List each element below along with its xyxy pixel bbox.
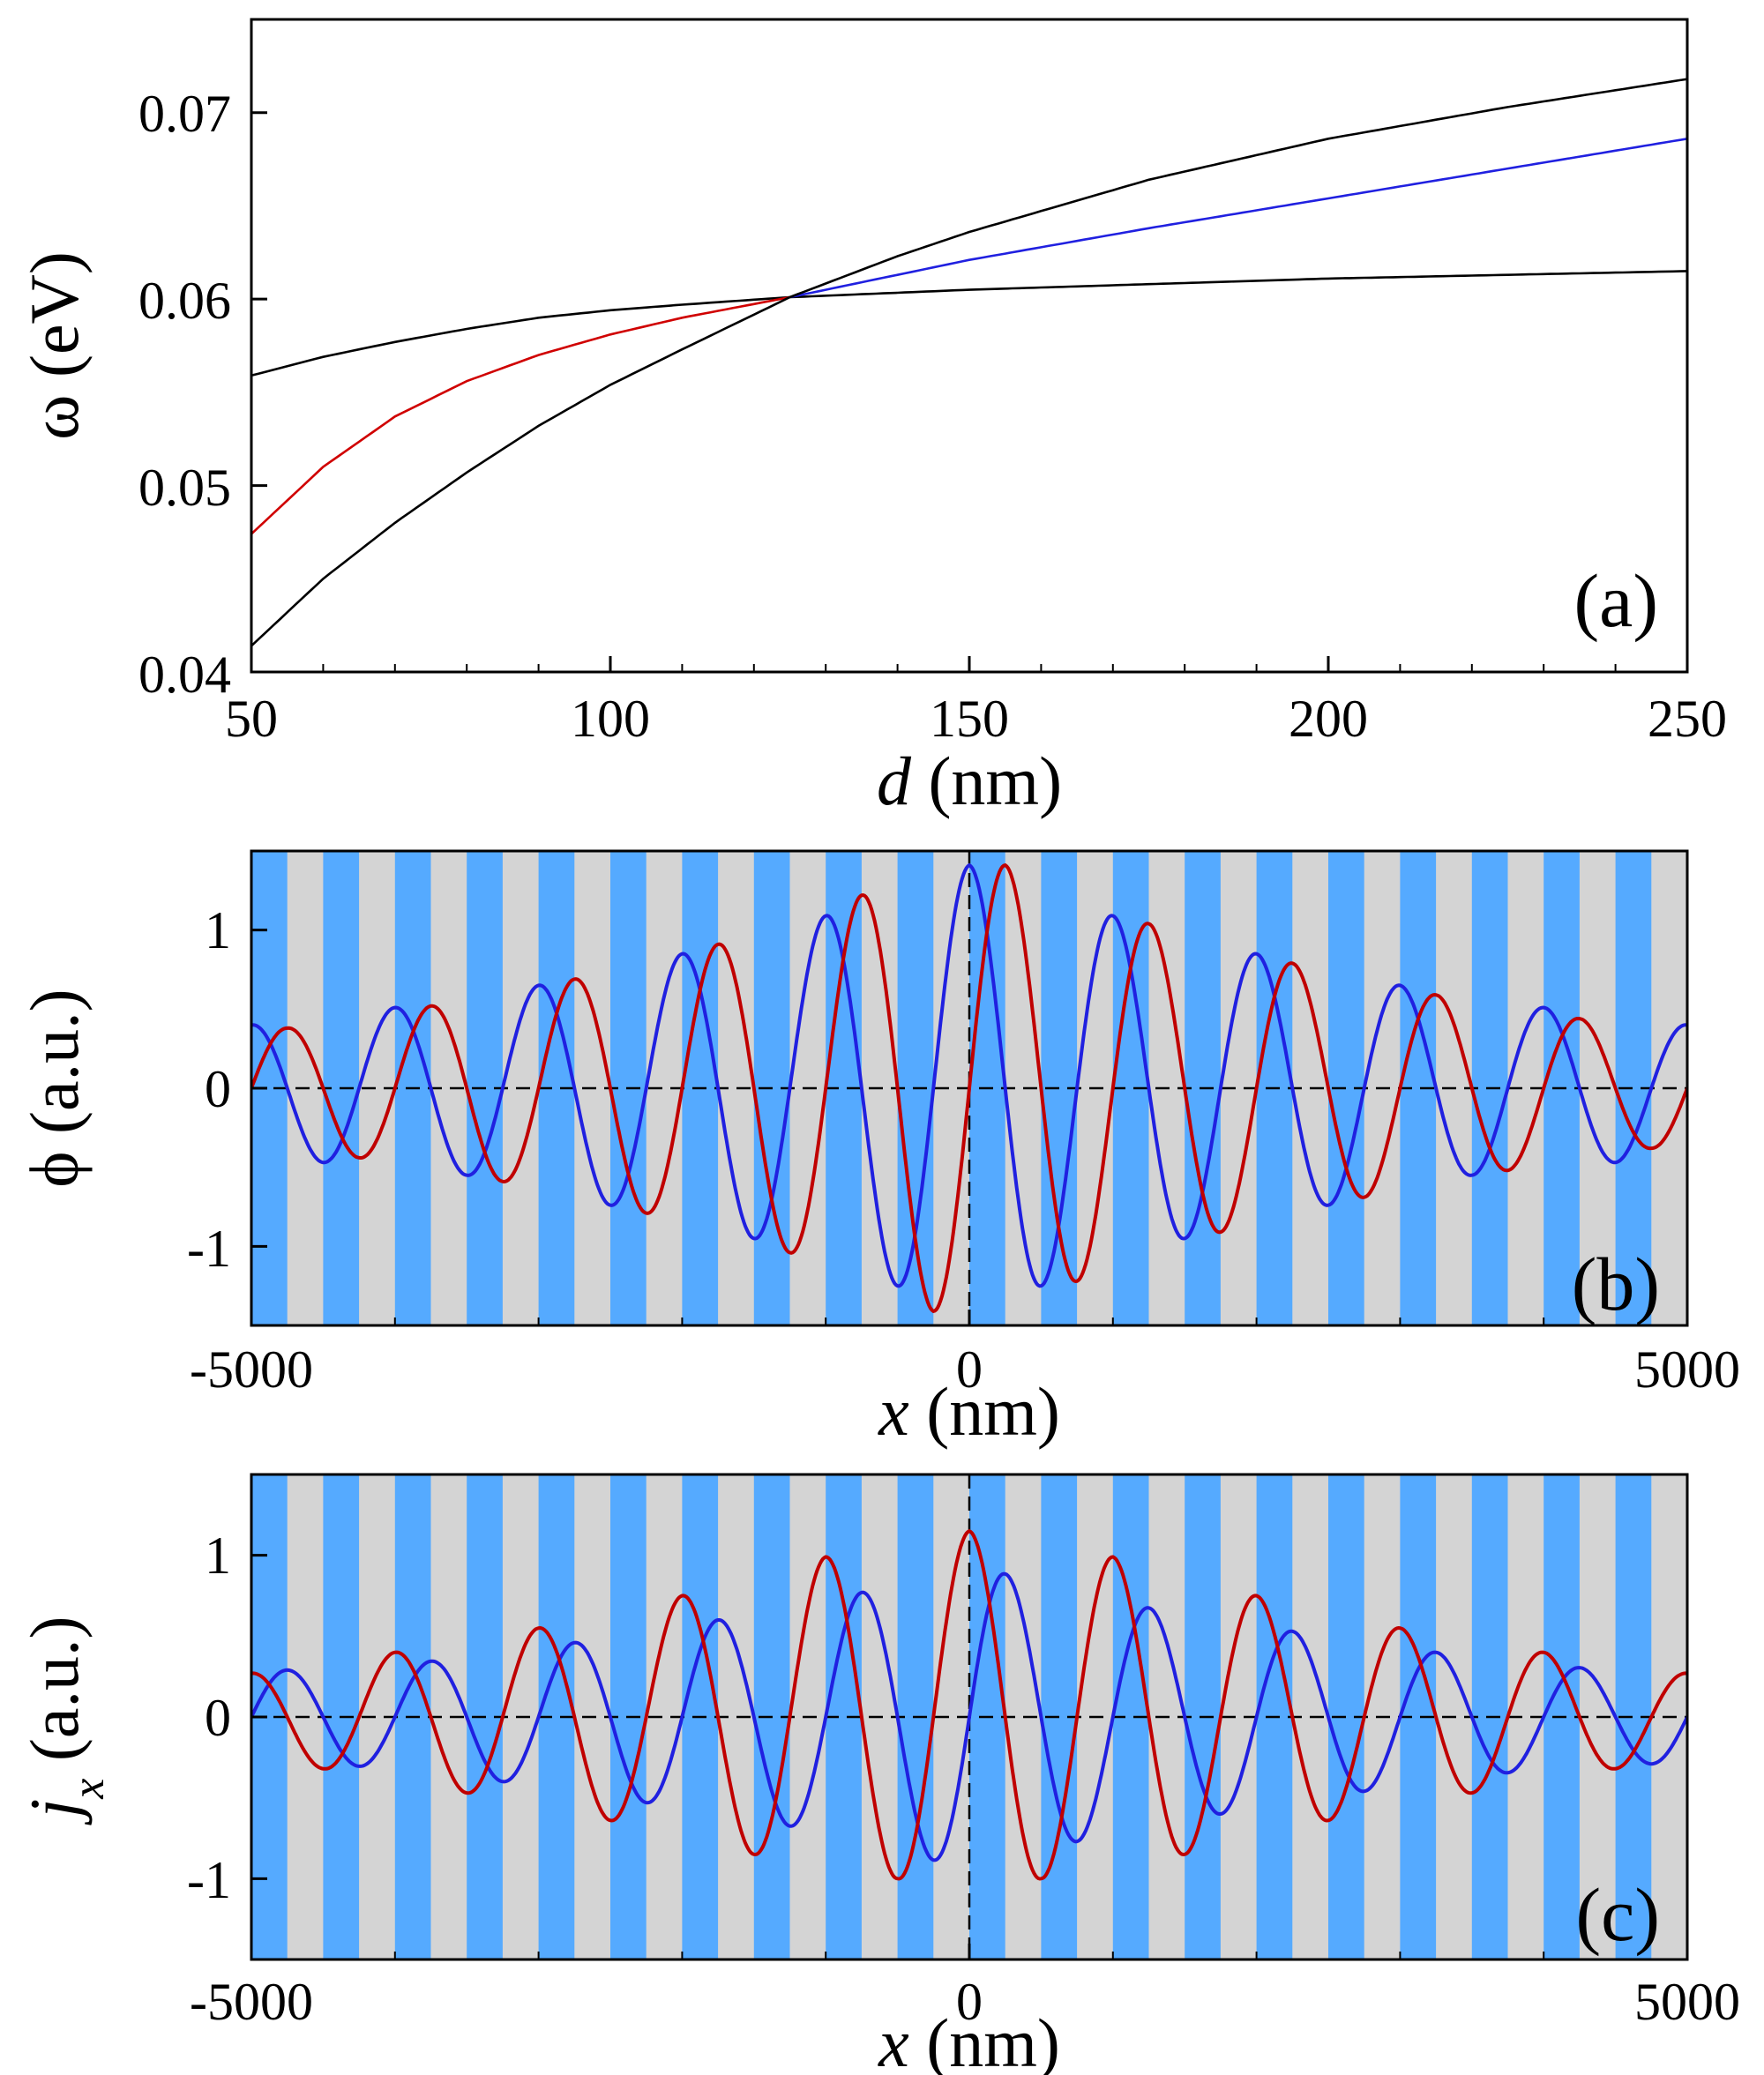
panel-c-xtick-1: 0 xyxy=(956,1973,983,2031)
panel-b-label: (b) xyxy=(1572,1242,1660,1326)
panel-a-series xyxy=(250,78,1688,647)
panel-c-ytick-1: 0 xyxy=(205,1689,231,1747)
panel-a-series-line-0 xyxy=(250,270,1688,377)
panel-c: -1 0 1 -5000 0 5000 x (nm) jx (a.u.) (c) xyxy=(16,1473,1740,2075)
panel-b-series-line-1 xyxy=(251,862,1687,1314)
panel-c-xlabel: x (nm) xyxy=(878,2004,1060,2075)
panel-a-xtick-1: 100 xyxy=(571,690,650,748)
panel-c-xtick-2: 5000 xyxy=(1634,1973,1740,2031)
panel-c-ylabel: jx (a.u.) xyxy=(16,1616,114,1826)
panel-b-xtick-0: -5000 xyxy=(190,1340,313,1399)
panel-a-ytick-1: 0.05 xyxy=(138,459,231,517)
panel-b: -1 0 1 -5000 0 5000 x (nm) ϕ (a.u.) (b) xyxy=(16,849,1740,1450)
panel-a-ylabel: ω (eV) xyxy=(16,251,93,440)
panel-c-series-line-1 xyxy=(251,1528,1687,1881)
panel-c-xtick-0: -5000 xyxy=(190,1973,313,2031)
panel-c-xlabel-symbol: x xyxy=(878,2004,909,2075)
panel-a-xtick-3: 200 xyxy=(1289,690,1368,748)
panel-a: 0.04 0.05 0.06 0.07 50 100 150 200 250 d… xyxy=(16,18,1727,819)
panel-b-ytick-0: -1 xyxy=(187,1220,231,1278)
panel-b-ticks xyxy=(250,929,1689,1325)
panel-a-ytick-0: 0.04 xyxy=(138,646,231,704)
panel-c-xlabel-unit: (nm) xyxy=(909,2004,1060,2075)
panel-c-series xyxy=(251,1528,1687,1881)
panel-a-xlabel-unit: (nm) xyxy=(911,743,1062,819)
panel-b-ytick-1: 0 xyxy=(205,1060,231,1118)
panel-a-ytick-3: 0.07 xyxy=(138,85,231,143)
panel-c-ylabel-sub: x xyxy=(64,1779,114,1800)
panel-a-ticks xyxy=(250,111,1689,674)
panel-b-xtick-2: 5000 xyxy=(1634,1340,1740,1399)
panel-b-series xyxy=(251,862,1687,1314)
panel-b-xlabel: x (nm) xyxy=(878,1373,1060,1450)
panel-a-xlabel-symbol: d xyxy=(877,743,912,819)
panel-c-ylabel-symbol: j xyxy=(16,1799,93,1826)
panel-a-frame xyxy=(250,18,1689,674)
panel-c-ylabel-unit: (a.u.) xyxy=(16,1616,93,1779)
panel-a-series-line-1 xyxy=(250,295,790,535)
panel-a-label: (a) xyxy=(1574,558,1658,643)
panel-b-ytick-2: 1 xyxy=(205,901,231,959)
panel-c-label: (c) xyxy=(1576,1872,1660,1957)
panel-a-series-line-2 xyxy=(789,138,1688,299)
panel-b-xlabel-unit: (nm) xyxy=(909,1373,1060,1450)
panel-a-xtick-2: 150 xyxy=(930,690,1009,748)
panel-a-xtick-4: 250 xyxy=(1648,690,1727,748)
panel-c-series-line-0 xyxy=(251,1571,1687,1862)
panel-c-ticks xyxy=(250,1554,1689,1959)
panel-a-xtick-0: 50 xyxy=(225,690,278,748)
panel-a-ytick-2: 0.06 xyxy=(138,272,231,330)
panel-a-series-line-3 xyxy=(250,78,1688,647)
panel-b-ylabel: ϕ (a.u.) xyxy=(16,989,93,1187)
panel-c-ytick-0: -1 xyxy=(187,1851,231,1909)
panel-b-xlabel-symbol: x xyxy=(878,1373,909,1450)
panel-b-xtick-1: 0 xyxy=(956,1340,983,1399)
panel-c-ytick-2: 1 xyxy=(205,1526,231,1585)
panel-b-series-line-0 xyxy=(251,862,1687,1288)
panel-a-xlabel: d (nm) xyxy=(877,743,1062,819)
